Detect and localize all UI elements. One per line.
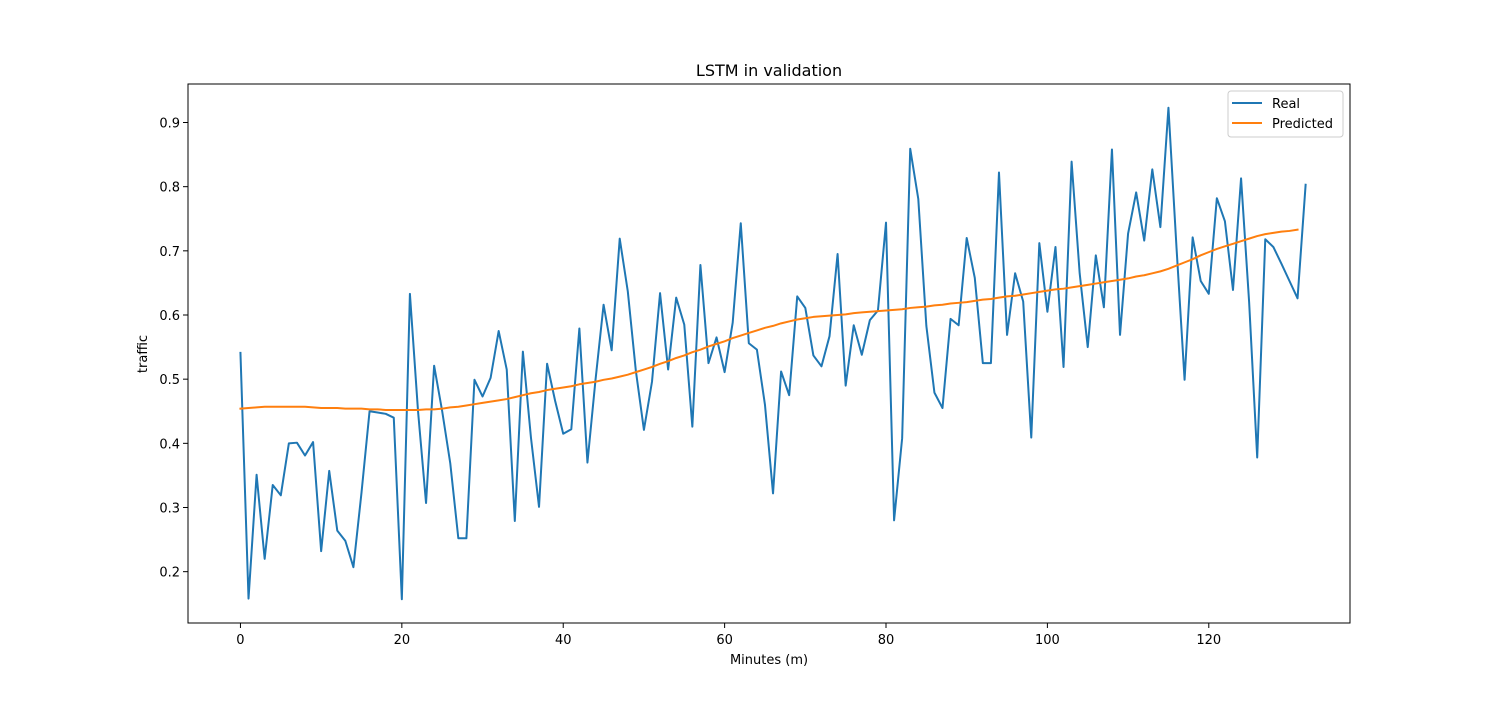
x-tick-label: 60 [716, 633, 733, 648]
y-tick-label: 0.7 [159, 245, 180, 260]
y-tick-label: 0.2 [159, 566, 180, 581]
y-tick-label: 0.4 [159, 437, 180, 452]
y-tick-label: 0.6 [159, 309, 180, 324]
y-tick-label: 0.3 [159, 502, 180, 517]
x-tick-label: 120 [1196, 633, 1221, 648]
x-tick-label: 100 [1035, 633, 1060, 648]
legend-label-real: Real [1272, 97, 1300, 112]
y-tick-label: 0.5 [159, 373, 180, 388]
legend: Real Predicted [1227, 90, 1344, 138]
x-tick-label: 0 [236, 633, 244, 648]
series-line-real [239, 106, 1307, 601]
legend-label-predicted: Predicted [1272, 117, 1333, 132]
x-axis-label: Minutes (m) [730, 653, 808, 668]
y-axis-ticks: 0.2 0.3 0.4 0.5 0.6 0.7 0.8 0.9 [159, 117, 188, 581]
chart-title: LSTM in validation [696, 61, 842, 80]
x-axis-ticks: 0 20 40 60 80 100 120 [236, 623, 1221, 648]
plot-area-frame [187, 83, 1351, 624]
x-tick-label: 80 [878, 633, 895, 648]
x-tick-label: 40 [555, 633, 572, 648]
plot-lines [239, 106, 1307, 601]
series-line-predicted [239, 228, 1299, 411]
y-axis-label: traffic [136, 335, 151, 373]
y-tick-label: 0.9 [159, 117, 180, 132]
y-tick-label: 0.8 [159, 181, 180, 196]
x-tick-label: 20 [394, 633, 411, 648]
